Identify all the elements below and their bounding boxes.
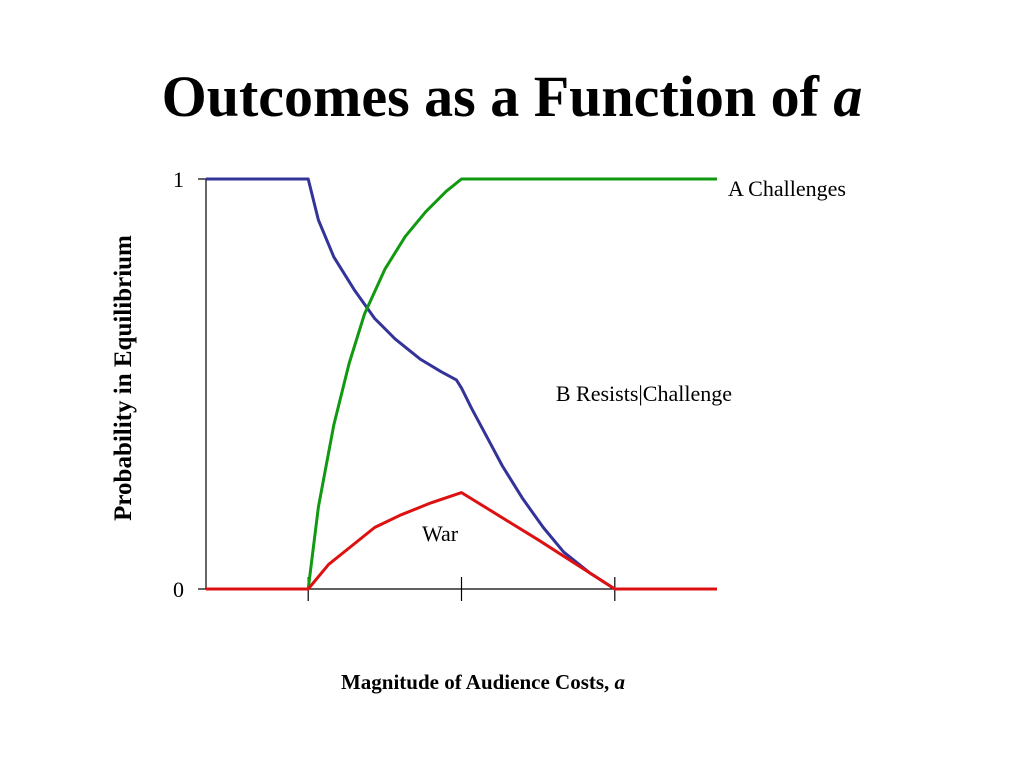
- series-line-b-resists-challenge: [206, 177, 717, 591]
- slide-title: Outcomes as a Function of a: [0, 62, 1024, 132]
- series-layer: [206, 177, 717, 591]
- title-variable: a: [833, 64, 863, 129]
- series-line-war: [206, 491, 717, 591]
- y-tick-label: 0: [173, 577, 184, 602]
- x-axis-label: Magnitude of Audience Costs, a: [341, 670, 625, 694]
- y-axis-label: Probability in Equilibrium: [110, 235, 137, 521]
- title-text: Outcomes as a Function of: [161, 64, 819, 129]
- series-line-a-challenges: [206, 177, 717, 591]
- labels-layer: A Challenges B Resists|Challenge War: [422, 176, 846, 546]
- series-label-war: War: [422, 521, 459, 546]
- ticks-layer: 01: [173, 167, 616, 602]
- y-tick-label: 1: [173, 167, 184, 192]
- series-label-b-resists-challenge: B Resists|Challenge: [556, 381, 732, 406]
- x-axis-label-variable: a: [615, 670, 626, 694]
- series-label-a-challenges: A Challenges: [728, 176, 846, 201]
- x-axis-label-text: Magnitude of Audience Costs,: [341, 670, 609, 694]
